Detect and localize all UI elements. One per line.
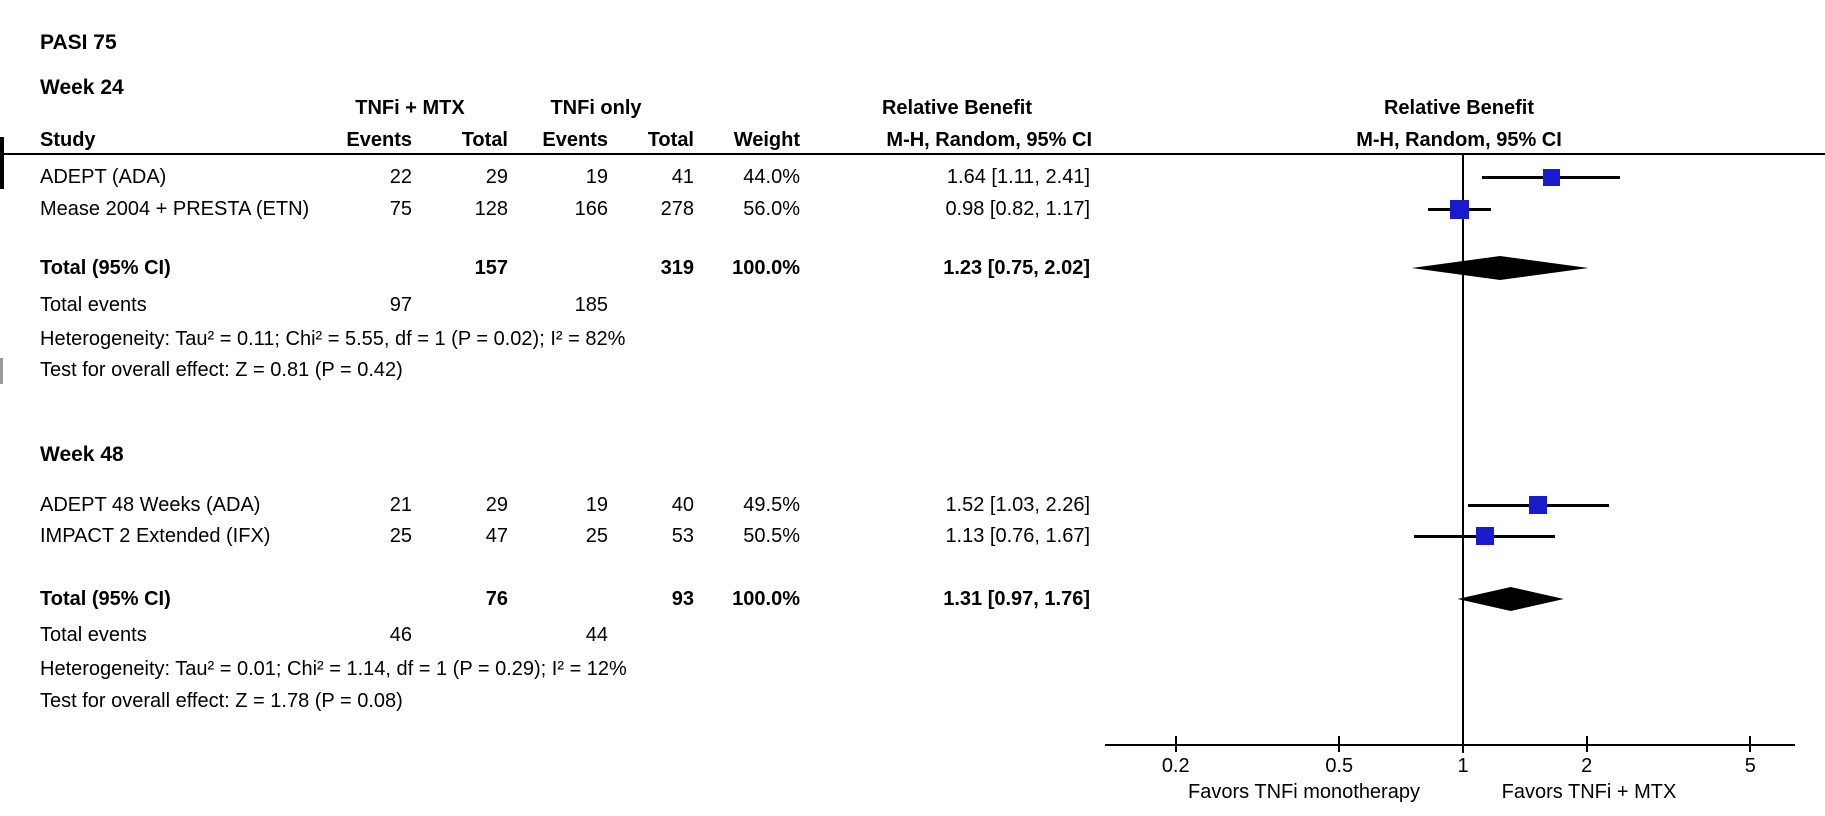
point-estimate-marker <box>1528 496 1547 514</box>
figure-edge-artifact <box>0 137 4 189</box>
study-events-tnfi-mtx: 21 <box>389 494 412 516</box>
axis-tick <box>1749 736 1752 752</box>
favors-right-label: Favors TNFi + MTX <box>1501 781 1677 803</box>
no-effect-line <box>1462 155 1464 753</box>
study-name: ADEPT (ADA) <box>40 166 167 188</box>
total-events-tnfi-only: 44 <box>585 624 608 646</box>
axis-tick-label: 5 <box>1744 755 1756 777</box>
study-events-tnfi-mtx: 75 <box>389 198 412 220</box>
study-events-tnfi-mtx: 22 <box>389 166 412 188</box>
figure-title: PASI 75 <box>40 31 117 54</box>
study-total-tnfi-mtx: 29 <box>485 166 508 188</box>
total-weight: 100.0% <box>732 588 800 610</box>
col-header-total-2: Total <box>647 129 694 151</box>
study-estimate: 0.98 [0.82, 1.17] <box>945 198 1090 220</box>
table-effect-header-line2: M-H, Random, 95% CI <box>886 129 1092 151</box>
total-label: Total (95% CI) <box>40 257 171 279</box>
study-name: Mease 2004 + PRESTA (ETN) <box>40 198 310 220</box>
axis-tick-label: 1 <box>1457 755 1469 777</box>
header-rule <box>0 153 1825 155</box>
study-total-tnfi-mtx: 128 <box>474 198 508 220</box>
total-n-tnfi-only: 93 <box>671 588 694 610</box>
point-estimate-marker <box>1542 168 1560 186</box>
pooled-diamond <box>1457 587 1564 611</box>
total-weight: 100.0% <box>732 257 800 279</box>
col-header-study: Study <box>40 129 96 151</box>
favors-left-label: Favors TNFi monotherapy <box>1188 781 1420 803</box>
pooled-diamond <box>1411 256 1589 280</box>
total-estimate: 1.23 [0.75, 2.02] <box>943 257 1090 279</box>
study-weight: 50.5% <box>743 525 800 547</box>
section-heading: Week 48 <box>40 443 124 466</box>
section-heading: Week 24 <box>40 76 124 99</box>
study-events-tnfi-only: 166 <box>574 198 608 220</box>
axis-tick <box>1174 736 1177 752</box>
heterogeneity-text: Heterogeneity: Tau² = 0.01; Chi² = 1.14,… <box>40 658 627 680</box>
study-total-tnfi-mtx: 29 <box>485 494 508 516</box>
col-group-header-tnfi-mtx: TNFi + MTX <box>355 97 465 119</box>
study-estimate: 1.52 [1.03, 2.26] <box>945 494 1090 516</box>
study-total-tnfi-only: 41 <box>671 166 694 188</box>
point-estimate-marker <box>1475 527 1494 545</box>
study-weight: 49.5% <box>743 494 800 516</box>
study-events-tnfi-only: 25 <box>585 525 608 547</box>
figure-edge-artifact <box>0 358 3 384</box>
col-group-header-tnfi-only: TNFi only <box>550 97 642 119</box>
plot-effect-header-line1: Relative Benefit <box>1383 97 1535 119</box>
study-total-tnfi-only: 53 <box>671 525 694 547</box>
col-header-events-2: Events <box>542 129 608 151</box>
study-total-tnfi-only: 278 <box>660 198 694 220</box>
heterogeneity-text: Heterogeneity: Tau² = 0.11; Chi² = 5.55,… <box>40 328 626 350</box>
x-axis <box>1105 744 1795 746</box>
study-weight: 44.0% <box>743 166 800 188</box>
axis-tick <box>1338 736 1341 752</box>
col-header-events-1: Events <box>346 129 412 151</box>
overall-effect-text: Test for overall effect: Z = 0.81 (P = 0… <box>40 359 403 381</box>
study-events-tnfi-mtx: 25 <box>389 525 412 547</box>
study-events-tnfi-only: 19 <box>585 166 608 188</box>
total-estimate: 1.31 [0.97, 1.76] <box>943 588 1090 610</box>
total-events-label: Total events <box>40 624 147 646</box>
axis-tick-label: 0.2 <box>1161 755 1190 777</box>
total-events-tnfi-only: 185 <box>574 294 608 316</box>
total-events-tnfi-mtx: 97 <box>389 294 412 316</box>
point-estimate-marker <box>1449 199 1469 219</box>
study-events-tnfi-only: 19 <box>585 494 608 516</box>
axis-tick <box>1585 736 1588 752</box>
total-label: Total (95% CI) <box>40 588 171 610</box>
total-events-label: Total events <box>40 294 147 316</box>
plot-effect-header-line2: M-H, Random, 95% CI <box>1356 129 1562 151</box>
col-header-total-1: Total <box>461 129 508 151</box>
total-n-tnfi-mtx: 157 <box>474 257 508 279</box>
study-total-tnfi-mtx: 47 <box>485 525 508 547</box>
axis-tick-label: 2 <box>1581 755 1593 777</box>
col-header-weight: Weight <box>733 129 800 151</box>
study-name: ADEPT 48 Weeks (ADA) <box>40 494 261 516</box>
table-effect-header-line1: Relative Benefit <box>881 97 1033 119</box>
total-n-tnfi-only: 319 <box>660 257 694 279</box>
total-events-tnfi-mtx: 46 <box>389 624 412 646</box>
study-total-tnfi-only: 40 <box>671 494 694 516</box>
axis-tick <box>1462 736 1464 752</box>
study-weight: 56.0% <box>743 198 800 220</box>
axis-tick-label: 0.5 <box>1325 755 1354 777</box>
overall-effect-text: Test for overall effect: Z = 1.78 (P = 0… <box>40 690 403 712</box>
study-name: IMPACT 2 Extended (IFX) <box>40 525 271 547</box>
study-estimate: 1.13 [0.76, 1.67] <box>945 525 1090 547</box>
total-n-tnfi-mtx: 76 <box>485 588 508 610</box>
study-estimate: 1.64 [1.11, 2.41] <box>946 166 1090 188</box>
